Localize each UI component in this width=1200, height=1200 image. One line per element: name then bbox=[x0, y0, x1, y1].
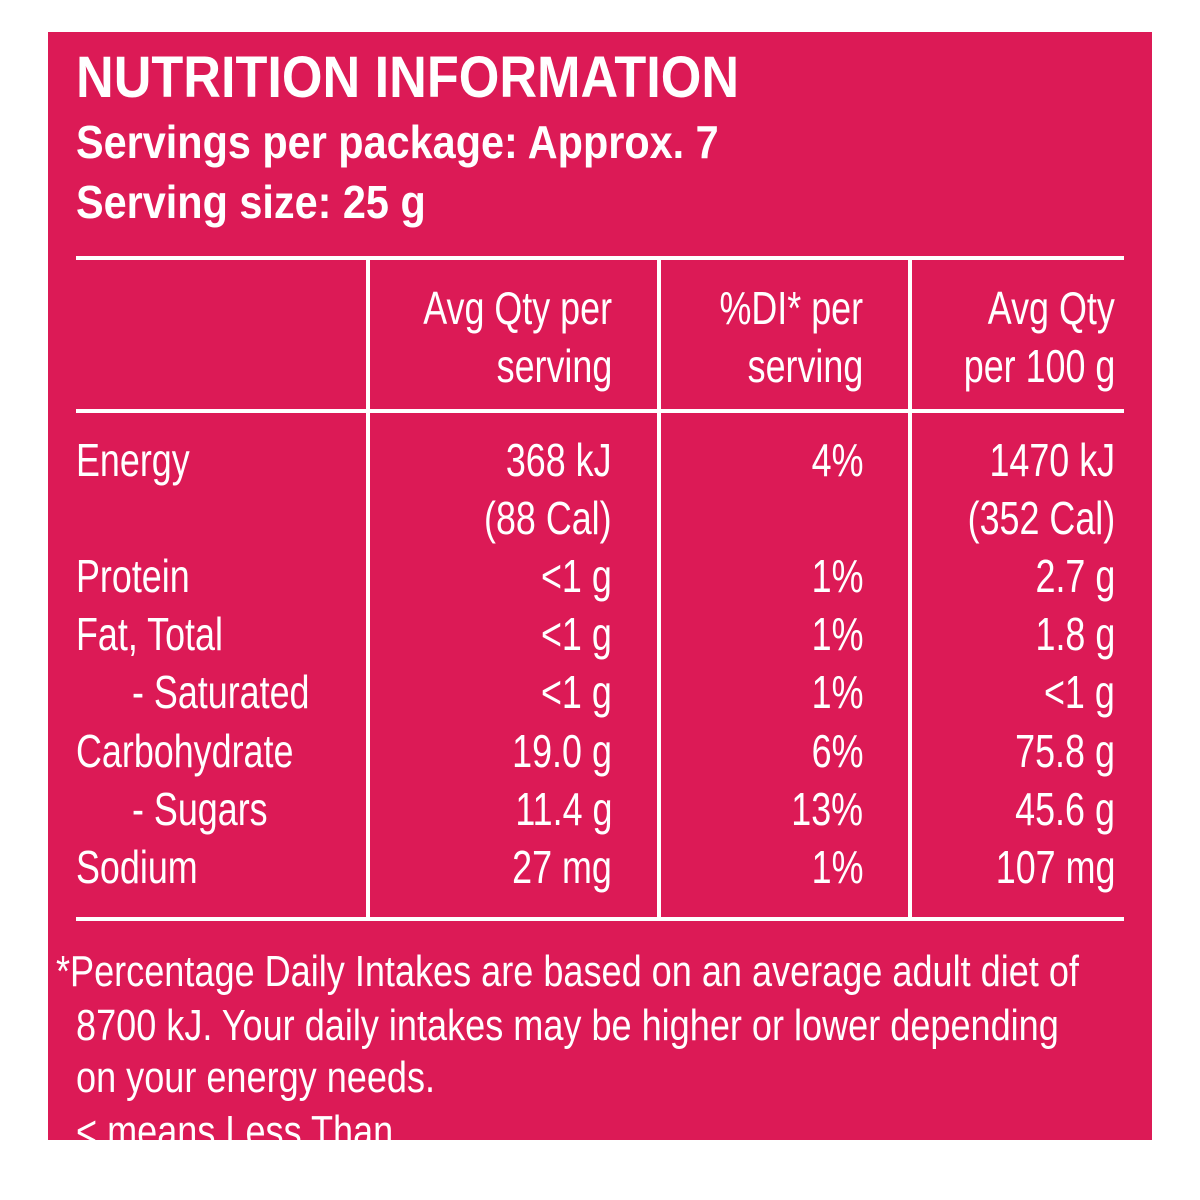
less-than-note: < means Less Than bbox=[76, 1107, 394, 1156]
column-divider-3 bbox=[908, 258, 912, 919]
table-header-rule bbox=[76, 409, 1124, 413]
row-saturated-per-serving: <1 g bbox=[541, 666, 612, 718]
column-divider-2 bbox=[657, 258, 661, 919]
row-sugars-per-serving: 11.4 g bbox=[514, 783, 612, 835]
header-di-per-serving-line2: serving bbox=[747, 340, 863, 392]
header-di-per-serving-line1: %DI* per bbox=[719, 282, 863, 334]
row-protein-per-100g: 2.7 g bbox=[1035, 550, 1115, 602]
row-sodium-di: 1% bbox=[811, 841, 863, 893]
footnote-line-3: on your energy needs. bbox=[76, 1053, 436, 1102]
row-fat-total-per-serving: <1 g bbox=[541, 608, 612, 660]
row-energy-per-serving-cal: (88 Cal) bbox=[484, 492, 612, 544]
row-carbohydrate-label: Carbohydrate bbox=[76, 725, 294, 777]
row-protein-di: 1% bbox=[811, 550, 863, 602]
row-energy-di: 4% bbox=[811, 434, 863, 486]
row-fat-total-per-100g: 1.8 g bbox=[1035, 608, 1115, 660]
row-sodium-label: Sodium bbox=[76, 841, 198, 893]
row-energy-label: Energy bbox=[76, 434, 190, 486]
row-energy-per-100g: 1470 kJ bbox=[989, 434, 1115, 486]
row-sodium-per-serving: 27 mg bbox=[512, 841, 612, 893]
row-saturated-label: - Saturated bbox=[132, 666, 310, 718]
header-avg-per-serving-line2: serving bbox=[496, 340, 612, 392]
footnote-line-1: *Percentage Daily Intakes are based on a… bbox=[56, 947, 1079, 996]
row-carbohydrate-per-100g: 75.8 g bbox=[1015, 725, 1115, 777]
nutrition-panel: NUTRITION INFORMATION Servings per packa… bbox=[48, 32, 1152, 1156]
header-avg-per-serving-line1: Avg Qty per bbox=[423, 282, 612, 334]
header-avg-per-100g-line2: per 100 g bbox=[963, 340, 1115, 392]
row-saturated-di: 1% bbox=[811, 666, 863, 718]
row-carbohydrate-per-serving: 19.0 g bbox=[512, 725, 612, 777]
row-fat-total-label: Fat, Total bbox=[76, 608, 223, 660]
nutrition-title: NUTRITION INFORMATION bbox=[76, 45, 740, 110]
row-saturated-per-100g: <1 g bbox=[1044, 666, 1115, 718]
row-fat-total-di: 1% bbox=[811, 608, 863, 660]
footnote-line-2: 8700 kJ. Your daily intakes may be highe… bbox=[76, 1001, 1059, 1050]
row-sugars-di: 13% bbox=[791, 783, 863, 835]
row-protein-label: Protein bbox=[76, 550, 190, 602]
servings-per-package: Servings per package: Approx. 7 bbox=[76, 116, 719, 168]
row-energy-per-serving: 368 kJ bbox=[506, 434, 612, 486]
row-sugars-per-100g: 45.6 g bbox=[1015, 783, 1115, 835]
table-top-rule bbox=[76, 256, 1124, 260]
row-carbohydrate-di: 6% bbox=[811, 725, 863, 777]
row-sodium-per-100g: 107 mg bbox=[995, 841, 1115, 893]
table-bottom-rule bbox=[76, 917, 1124, 921]
header-avg-per-100g-line1: Avg Qty bbox=[988, 282, 1115, 334]
row-protein-per-serving: <1 g bbox=[541, 550, 612, 602]
column-divider-1 bbox=[366, 258, 370, 919]
row-sugars-label: - Sugars bbox=[132, 783, 268, 835]
serving-size: Serving size: 25 g bbox=[76, 176, 426, 228]
row-energy-per-100g-cal: (352 Cal) bbox=[967, 492, 1115, 544]
